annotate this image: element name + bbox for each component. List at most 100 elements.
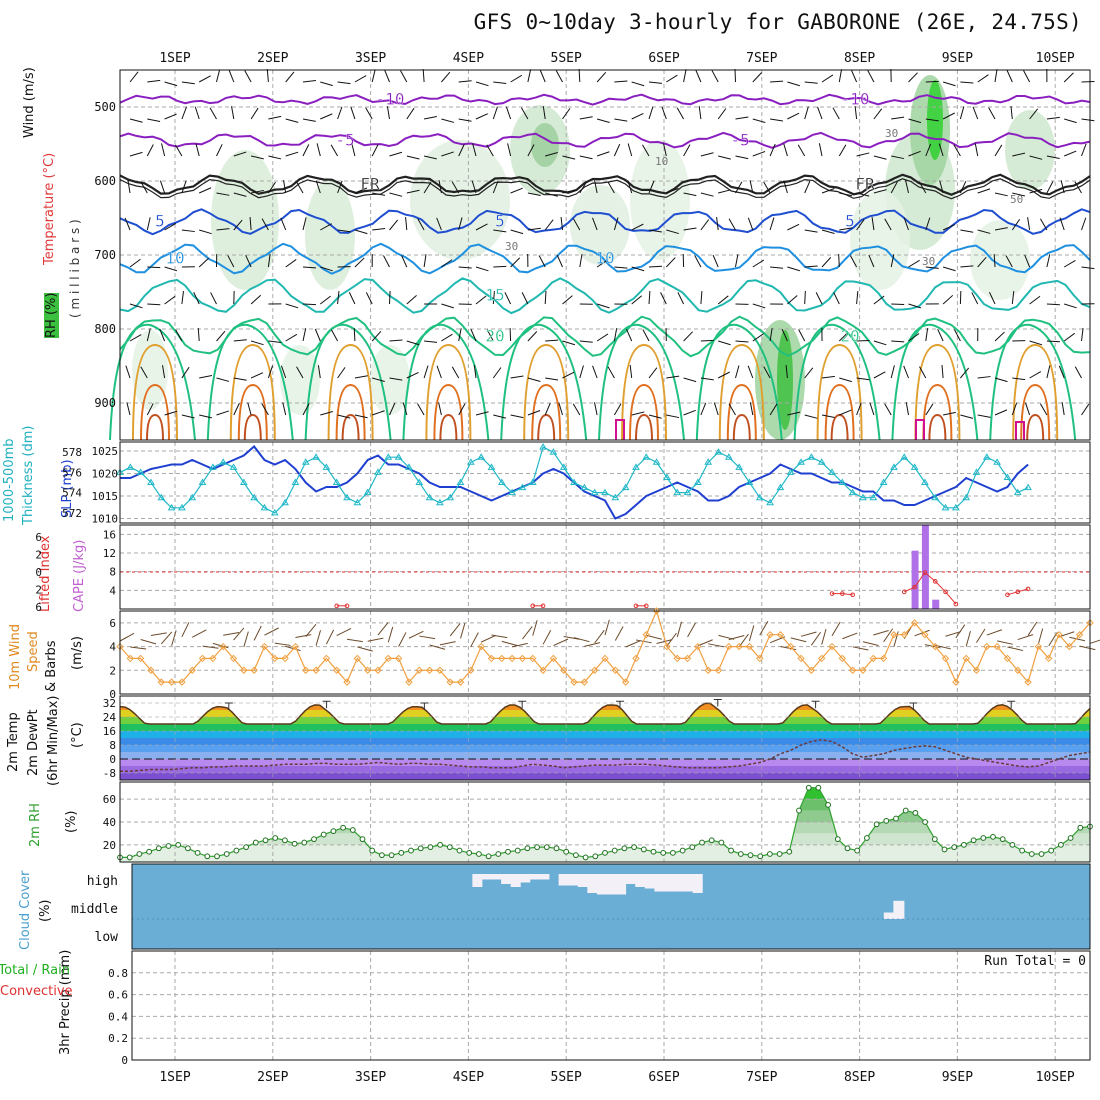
wind-barb [354, 375, 368, 379]
rh-point [524, 845, 531, 852]
wind-barb [838, 253, 840, 268]
wind-barb [971, 292, 979, 305]
temp-band-5 [120, 738, 1090, 745]
li-point [901, 589, 907, 595]
wind-barb [648, 367, 658, 379]
wind-speed-point [817, 654, 826, 663]
thick-tick-574: 574 [62, 487, 82, 500]
cape-tick-12: 12 [103, 547, 116, 560]
wind-barb [942, 112, 955, 120]
wind-barb [475, 411, 489, 416]
wind10-barb [986, 629, 1003, 636]
temp-label-20-0: 20 [485, 326, 504, 345]
wind-speed-point [374, 666, 382, 674]
wind-barb [283, 180, 287, 194]
temp-line [119, 702, 1091, 725]
wind-barb [250, 340, 264, 346]
warm-contour-6-0 [718, 343, 765, 441]
rh-shade-16 [370, 345, 410, 415]
wind10-barb [460, 622, 466, 639]
wind-barb [925, 266, 939, 269]
rh-point [834, 836, 841, 843]
rh-point [999, 836, 1006, 843]
wind-speed-point [467, 666, 475, 674]
wind-speed-point [1075, 631, 1084, 639]
rh-point [864, 835, 870, 841]
wind-barb [458, 118, 472, 122]
rh-point [631, 844, 637, 851]
wind-barb [353, 327, 356, 342]
high-cloud-bar [606, 874, 617, 895]
rh-point [437, 841, 444, 848]
rh-point [301, 839, 308, 846]
wind-barb [1046, 365, 1051, 379]
rh-tick-60: 60 [103, 793, 116, 806]
wind-barb [527, 410, 541, 416]
wind-barb [683, 144, 691, 157]
high-cloud-bar [491, 874, 502, 880]
wind-barb [527, 144, 535, 157]
li-point [1005, 592, 1010, 598]
wind-barb [769, 328, 773, 342]
wind-barb [159, 328, 166, 342]
temp-contour-20 [119, 315, 1091, 358]
wind-speed-point [879, 654, 888, 663]
wind-barb [666, 74, 678, 83]
wind-barb [592, 365, 598, 379]
rh-point [621, 845, 628, 852]
wind-barb [884, 218, 892, 231]
cape-panel [119, 524, 1091, 610]
temp-label-5-1: 5 [495, 212, 505, 231]
thickness-point [972, 468, 981, 475]
wind-barb [838, 331, 849, 342]
rh-point [815, 784, 822, 791]
wind-barb [337, 180, 343, 194]
rh-point [553, 845, 560, 852]
wind-barb [348, 292, 356, 305]
wind-speed-point [962, 654, 970, 663]
li-tick-2: 0 [35, 566, 42, 579]
chart-title: GFS 0~10day 3-hourly for GABORONE (26E, … [473, 10, 1082, 34]
thick-tick-578: 578 [62, 446, 82, 459]
thickness-point [776, 483, 785, 491]
wind-barb [245, 254, 252, 268]
rh-point [223, 851, 230, 857]
wind-barb [631, 112, 644, 120]
rh-label-1: 30 [885, 127, 898, 140]
wind-barb [441, 259, 453, 268]
cape-bar [921, 525, 929, 609]
rh-point [476, 851, 482, 857]
green-contour-1 [206, 323, 294, 441]
wind-barb [161, 143, 166, 157]
wind-barb [763, 181, 771, 194]
wind-barb [285, 303, 299, 309]
wind-barb [1027, 217, 1031, 231]
wind-barb [821, 375, 835, 379]
wind10-barb [914, 629, 930, 637]
wind-barb [227, 255, 235, 268]
wind-barb [436, 365, 442, 379]
wind-barb [661, 106, 667, 120]
green-contour-6 [695, 323, 783, 441]
middle-cloud-bar [893, 900, 905, 919]
wind-barb [607, 181, 615, 194]
date-bottom-5SEP: 5SEP [551, 1070, 582, 1085]
temp-tick-8: 8 [109, 739, 116, 752]
wind-barb [315, 180, 321, 194]
wind10-barb [790, 637, 807, 643]
wind-barb [267, 365, 274, 379]
wind10-barb [997, 640, 1013, 645]
wind-barb [354, 75, 367, 83]
thickness-point [621, 483, 630, 491]
wind-tick-2: 2 [109, 664, 116, 677]
wind-speed-point [910, 619, 919, 627]
wind-speed-point [642, 631, 650, 639]
thickness-point [136, 468, 145, 475]
temp-tick-32: 32 [103, 697, 116, 710]
wind-barb [763, 366, 771, 379]
temp-label-10-0: 10 [165, 249, 184, 268]
wind-barb [282, 402, 287, 416]
wind-barb [268, 340, 282, 343]
wind-barb [960, 265, 974, 268]
thickness-point [869, 493, 878, 501]
